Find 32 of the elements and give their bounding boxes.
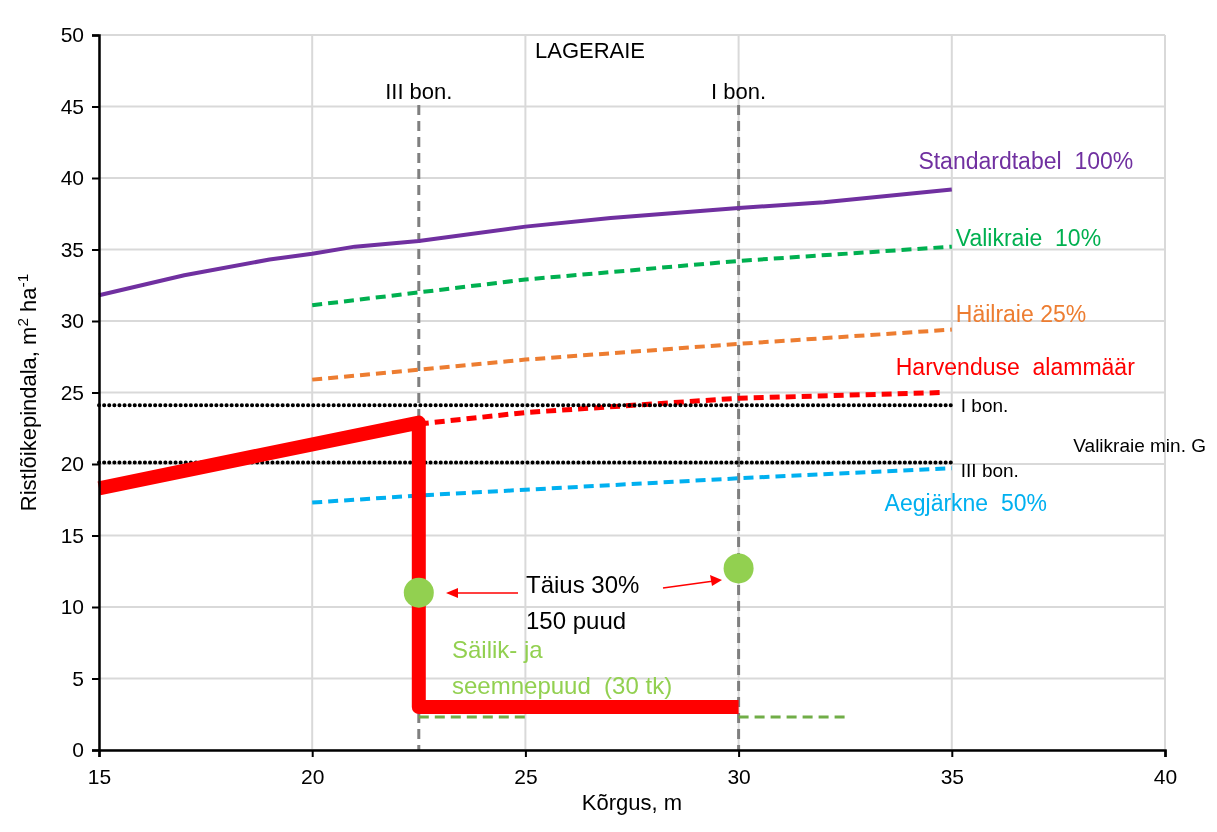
x-tick-label: 25 [514, 764, 538, 788]
series-label: Standardtabel 100% [918, 147, 1134, 174]
ref-line-label: I bon. [711, 79, 767, 104]
series-label: Valikraie 10% [955, 224, 1102, 251]
y-tick-label: 45 [60, 94, 84, 118]
annotation: Säilik- ja seemnepuud (30 tk) [452, 636, 673, 699]
series-label: I bon. [960, 395, 1009, 417]
series-label: Aegjärkne 50% [884, 490, 1047, 517]
y-tick-label: 15 [60, 523, 84, 547]
y-tick-label: 25 [60, 380, 84, 404]
annotation: Valikraie min. G [1073, 435, 1206, 456]
x-tick-label: 15 [87, 764, 112, 788]
y-tick-label: 40 [60, 166, 84, 190]
x-tick-label: 35 [940, 764, 964, 788]
x-tick-label: 30 [727, 764, 751, 788]
annotation: Täius 30% 150 puud [526, 571, 640, 634]
y-tick-label: 50 [60, 23, 84, 47]
series-label: Häilraie 25% [955, 300, 1087, 327]
x-axis-title: Kõrgus, m [581, 790, 683, 815]
y-tick-label: 35 [60, 237, 84, 261]
series-label: Harvenduse alammäär [895, 353, 1136, 380]
ref-line-label: III bon. [385, 79, 453, 104]
y-tick-label: 10 [60, 595, 84, 619]
y-tick-label: 30 [60, 309, 84, 333]
line-series [310, 244, 954, 308]
annotation: LAGERAIE [534, 38, 646, 63]
y-tick-label: 5 [72, 666, 84, 690]
x-tick-label: 20 [301, 764, 325, 788]
series-label: III bon. [960, 459, 1019, 481]
y-tick-label: 20 [60, 452, 84, 476]
x-tick-label: 40 [1153, 764, 1178, 788]
y-tick-label: 0 [72, 738, 84, 762]
